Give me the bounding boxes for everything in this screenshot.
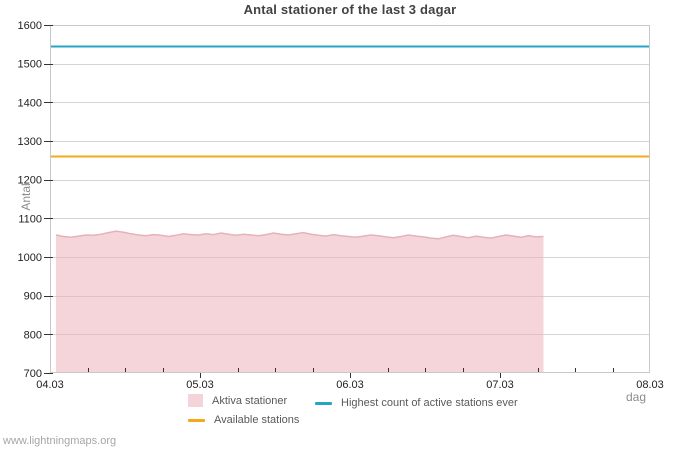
legend-label: Available stations — [214, 414, 300, 426]
line-swatch-icon — [315, 401, 332, 405]
x-tick-label: 05.03 — [186, 379, 214, 391]
series-area-edge — [55, 230, 544, 240]
y-tick-label: 1500 — [18, 59, 42, 71]
y-tick-label: 1400 — [18, 97, 42, 109]
y-tick-label: 1200 — [18, 175, 42, 187]
chart-title: Antal stationer of the last 3 dagar — [243, 2, 457, 17]
y-tick-label: 700 — [24, 368, 42, 380]
y-tick-label: 1000 — [18, 252, 42, 264]
legend-item-aktiva-stationer: Aktiva stationer — [188, 394, 287, 407]
x-tick-label: 06.03 — [336, 379, 364, 391]
plot-border — [50, 25, 650, 373]
legend-label: Aktiva stationer — [212, 394, 288, 407]
y-tick-label: 900 — [24, 291, 42, 303]
y-tick-label: 1100 — [18, 213, 42, 225]
y-tick-label: 1300 — [18, 136, 42, 148]
y-tick-label: 800 — [24, 329, 42, 341]
watermark: www.lightningmaps.org — [3, 435, 117, 447]
area-swatch-icon — [188, 394, 203, 407]
legend-item-highest-count: Highest count of active stations ever — [315, 397, 518, 409]
legend-item-available-stations: Available stations — [188, 414, 299, 426]
series-area-aktiva-stationer — [56, 231, 544, 373]
legend-label: Highest count of active stations ever — [341, 397, 518, 409]
line-swatch-icon — [188, 418, 205, 422]
x-tick-label: 04.03 — [36, 379, 64, 391]
x-axis-label: dag — [626, 390, 647, 404]
y-tick-label: 1600 — [18, 20, 42, 32]
x-tick-label: 07.03 — [486, 379, 514, 391]
x-tick-label: 08.03 — [636, 379, 664, 391]
